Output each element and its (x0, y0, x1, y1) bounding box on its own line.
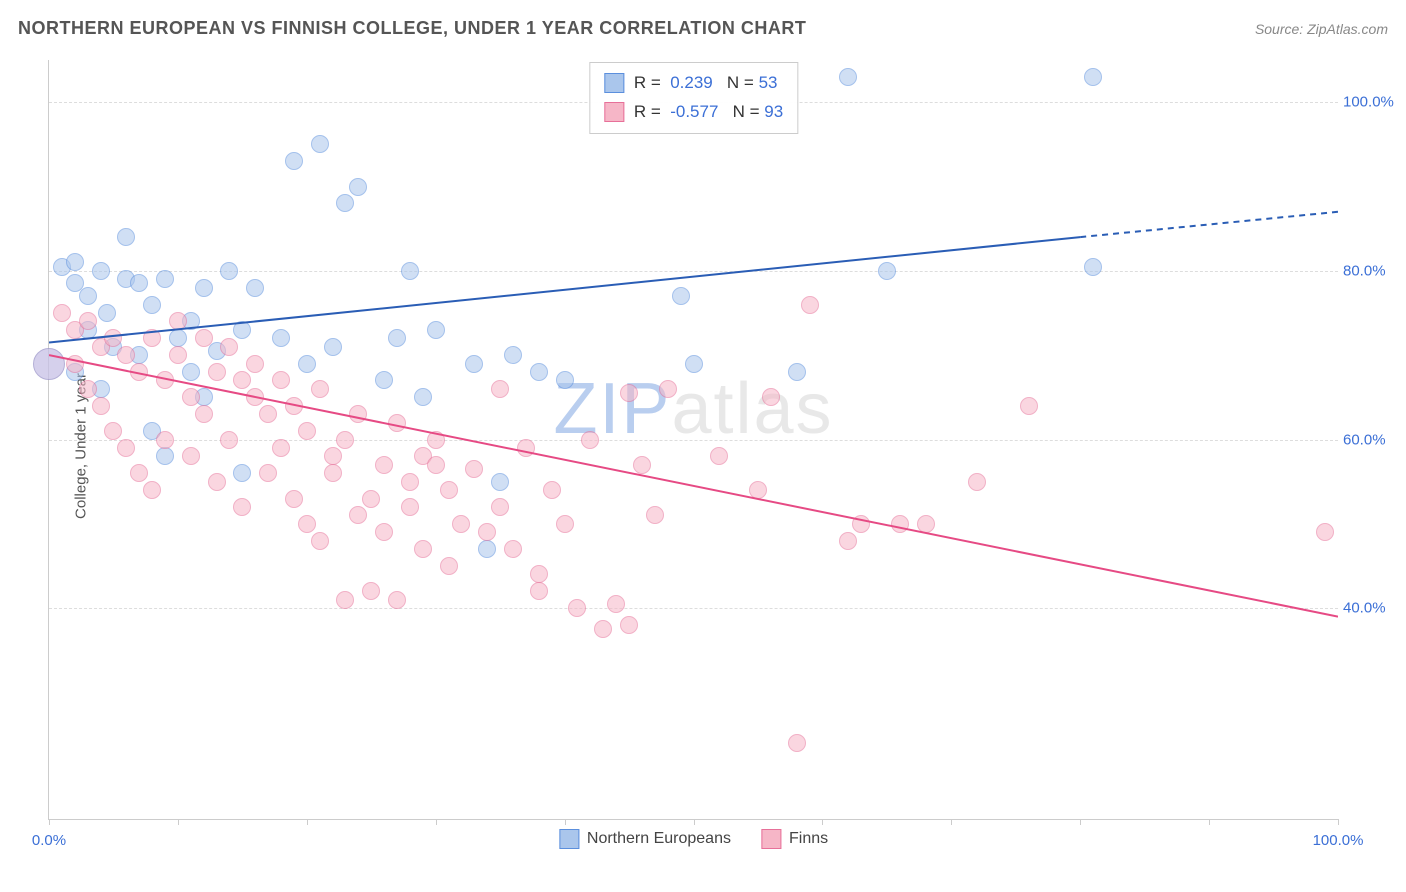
correlation-values: R = 0.239 N = 53 (634, 69, 778, 98)
y-tick-label: 60.0% (1343, 431, 1403, 448)
series-swatch (604, 73, 624, 93)
x-tick (822, 819, 823, 825)
legend-item: Finns (761, 829, 828, 849)
correlation-values: R = -0.577 N = 93 (634, 98, 783, 127)
y-tick-label: 40.0% (1343, 600, 1403, 617)
x-tick (951, 819, 952, 825)
x-tick (436, 819, 437, 825)
chart-header: NORTHERN EUROPEAN VS FINNISH COLLEGE, UN… (18, 18, 1388, 39)
legend-label: Northern Europeans (587, 830, 731, 848)
plot-area: ZIPatlas 40.0%60.0%80.0%100.0%0.0%100.0%… (48, 60, 1338, 820)
x-tick (1209, 819, 1210, 825)
source-attribution: Source: ZipAtlas.com (1255, 21, 1388, 37)
legend-item: Northern Europeans (559, 829, 731, 849)
x-tick (565, 819, 566, 825)
x-tick-label: 0.0% (32, 832, 66, 849)
x-tick (307, 819, 308, 825)
correlation-row: R = -0.577 N = 93 (604, 98, 783, 127)
x-tick (49, 819, 50, 825)
series-swatch (604, 102, 624, 122)
legend-swatch (559, 829, 579, 849)
y-tick-label: 100.0% (1343, 94, 1403, 111)
legend-label: Finns (789, 830, 828, 848)
y-tick-label: 80.0% (1343, 262, 1403, 279)
x-tick (1338, 819, 1339, 825)
x-tick (694, 819, 695, 825)
correlation-row: R = 0.239 N = 53 (604, 69, 783, 98)
legend-swatch (761, 829, 781, 849)
x-tick (1080, 819, 1081, 825)
legend: Northern Europeans Finns (559, 829, 828, 849)
chart-title: NORTHERN EUROPEAN VS FINNISH COLLEGE, UN… (18, 18, 806, 39)
correlation-box: R = 0.239 N = 53R = -0.577 N = 93 (589, 62, 798, 134)
x-tick-label: 100.0% (1313, 832, 1364, 849)
trend-overlay (49, 60, 1338, 819)
x-tick (178, 819, 179, 825)
